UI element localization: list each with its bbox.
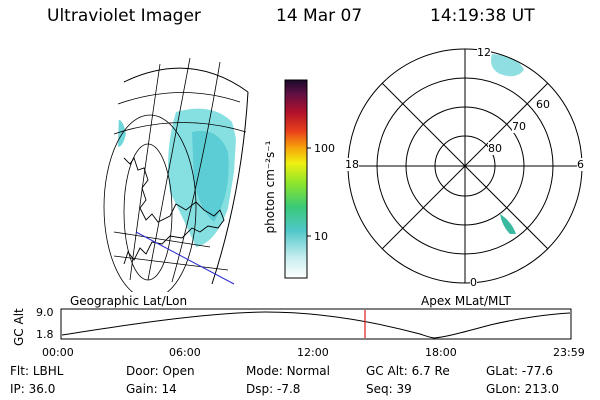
- mlt-label-06: 6: [577, 158, 584, 171]
- colorbar-tick-100: 100: [314, 142, 335, 155]
- mlt-label-12: 12: [477, 46, 491, 59]
- mlt-label-00: 0: [470, 276, 477, 289]
- info-gain: Gain: 14: [126, 382, 177, 396]
- altitude-curve: [61, 311, 571, 339]
- geographic-aurora-image: [114, 108, 240, 248]
- polar-aurora-image: [491, 54, 524, 234]
- info-dsp: Dsp: -7.8: [246, 382, 301, 396]
- info-flt: Flt: LBHL: [10, 364, 64, 378]
- terminator-line: [135, 231, 235, 285]
- left-panel-label: Geographic Lat/Lon: [70, 294, 188, 308]
- mlt-label-18: 18: [345, 158, 359, 171]
- altitude-timeline-plot: [60, 308, 572, 340]
- info-door: Door: Open: [126, 364, 195, 378]
- time-tick-0600: 06:00: [169, 346, 201, 359]
- info-ip: IP: 36.0: [10, 382, 56, 396]
- time-label: 14:19:38 UT: [430, 6, 535, 26]
- mlat-label-70: 70: [512, 120, 526, 133]
- altitude-ylabel: GC Alt: [12, 308, 26, 346]
- info-seq: Seq: 39: [366, 382, 412, 396]
- colorbar-unit-label: photon cm⁻²s⁻¹: [263, 140, 277, 234]
- info-mode: Mode: Normal: [246, 364, 330, 378]
- time-tick-0000: 00:00: [42, 346, 74, 359]
- time-tick-1800: 18:00: [425, 346, 457, 359]
- right-panel-label: Apex MLat/MLT: [421, 294, 511, 308]
- polar-mlat-mlt-plot: [347, 48, 583, 284]
- time-tick-1200: 12:00: [297, 346, 329, 359]
- info-glon: GLon: 213.0: [486, 382, 559, 396]
- info-gc-alt: GC Alt: 6.7 Re: [366, 364, 450, 378]
- colorbar-tick-10: 10: [314, 230, 328, 243]
- date-label: 14 Mar 07: [276, 6, 363, 26]
- instrument-title: Ultraviolet Imager: [47, 6, 201, 26]
- altitude-ytick-9: 9.0: [36, 306, 54, 319]
- altitude-ytick-1.8: 1.8: [36, 328, 54, 341]
- mlat-label-60: 60: [536, 98, 550, 111]
- colorbar: [284, 79, 311, 279]
- time-tick-2359: 23:59: [553, 346, 585, 359]
- info-glat: GLat: -77.6: [486, 364, 553, 378]
- geographic-map: [103, 57, 249, 292]
- mlat-label-80: 80: [488, 142, 502, 155]
